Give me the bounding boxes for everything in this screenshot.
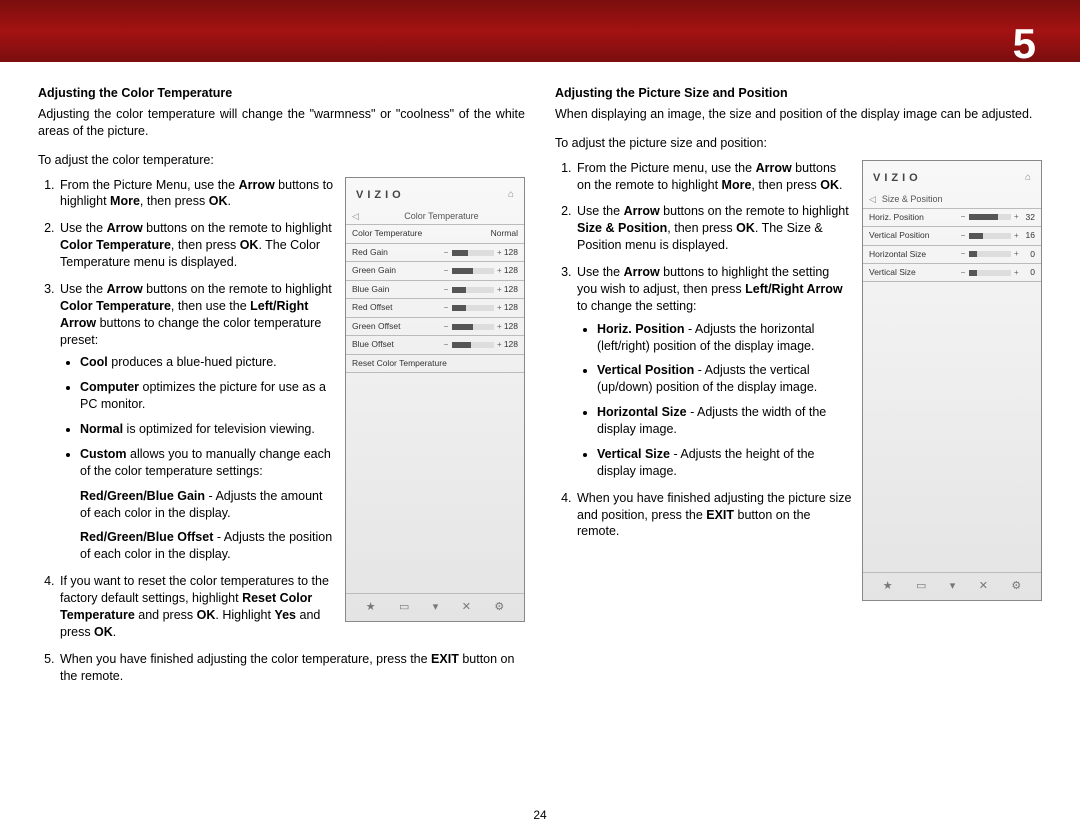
right-lead: To adjust the picture size and position: [555, 135, 1042, 152]
red-banner [0, 0, 1080, 62]
right-title: Adjusting the Picture Size and Position [555, 85, 1042, 102]
vizio-logo: VIZIO [356, 188, 405, 203]
osd-color-temperature: VIZIO ⌂ ◁ Color Temperature Color Tempera… [345, 177, 525, 623]
osd-title: Size & Position [882, 193, 1035, 205]
osd-footer: ★▭▾✕⚙ [346, 593, 524, 621]
back-icon: ◁ [352, 210, 359, 222]
osd-footer: ★▭▾✕⚙ [863, 572, 1041, 600]
left-column: Adjusting the Color Temperature Adjustin… [38, 85, 525, 796]
right-intro: When displaying an image, the size and p… [555, 106, 1042, 123]
page-number-top: 5 [1013, 20, 1036, 68]
home-icon: ⌂ [508, 188, 514, 202]
home-icon: ⌂ [1025, 171, 1031, 185]
osd-title: Color Temperature [365, 210, 518, 222]
left-intro: Adjusting the color temperature will cha… [38, 106, 525, 140]
step-5: When you have finished adjusting the col… [58, 651, 525, 685]
left-lead: To adjust the color temperature: [38, 152, 525, 169]
vizio-logo: VIZIO [873, 171, 922, 186]
right-column: Adjusting the Picture Size and Position … [555, 85, 1042, 796]
left-title: Adjusting the Color Temperature [38, 85, 525, 102]
osd-table: Color TemperatureNormalRed Gain−+ 128Gre… [346, 224, 524, 373]
content-columns: Adjusting the Color Temperature Adjustin… [38, 85, 1042, 796]
page-number-bottom: 24 [533, 808, 546, 822]
osd-size-position: VIZIO ⌂ ◁ Size & Position Horiz. Position… [862, 160, 1042, 602]
osd-table: Horiz. Position−+ 32Vertical Position−+ … [863, 208, 1041, 283]
back-icon: ◁ [869, 193, 876, 205]
